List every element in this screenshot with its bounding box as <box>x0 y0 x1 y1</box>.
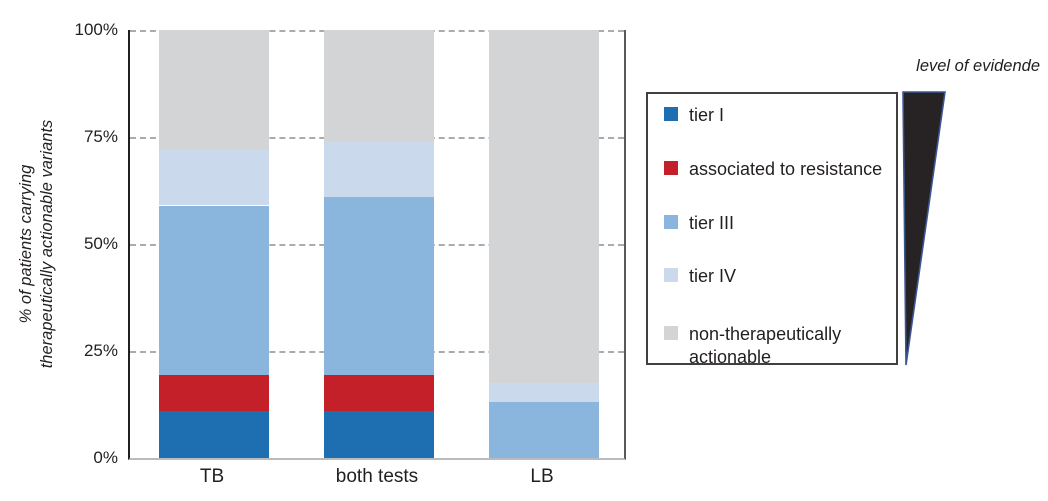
level-of-evidence-triangle-icon <box>902 91 946 366</box>
x-axis-label-TB: TB <box>199 466 225 487</box>
bar-segment-tier-IV <box>489 383 599 403</box>
y-axis-title-line1: % of patients carrying <box>17 164 35 324</box>
y-axis-title-line2: therapeutically actionable variants <box>38 119 56 369</box>
legend-item-non-therapeutically-actionable: non-therapeutically actionable <box>664 323 889 369</box>
bar-segment-associated-to-resistance <box>159 374 269 411</box>
bar-LB <box>489 30 599 458</box>
bar-segment-tier-III <box>324 196 434 375</box>
legend-item-tier-III: tier III <box>664 212 889 235</box>
bar-segment-tier-I <box>159 410 269 458</box>
evidence-label: level of evidende <box>916 57 1040 75</box>
bar-segment-tier-IV <box>159 149 269 206</box>
plot-area <box>128 30 626 460</box>
bar-TB <box>159 30 269 458</box>
legend-label: tier I <box>689 105 725 125</box>
bar-segment-non-therapeutically-actionable <box>324 30 434 142</box>
legend-label: associated to resistance <box>689 159 883 179</box>
bar-segment-non-therapeutically-actionable <box>159 30 269 150</box>
legend-swatch-icon <box>664 107 678 121</box>
bar-both-tests <box>324 30 434 458</box>
legend-swatch-icon <box>664 268 678 282</box>
x-axis-label-LB: LB <box>530 466 554 487</box>
y-tick-50: 50% <box>83 234 118 253</box>
legend-item-associated-to-resistance: associated to resistance <box>664 158 889 181</box>
legend-swatch-icon <box>664 326 678 340</box>
legend-item-tier-IV: tier IV <box>664 265 889 288</box>
legend-item-tier-I: tier I <box>664 104 889 127</box>
legend-box: tier I associated to resistance tier III ti… <box>646 92 898 367</box>
bar-segment-tier-IV <box>324 141 434 197</box>
bar-segment-tier-I <box>324 410 434 458</box>
y-tick-25: 25% <box>83 341 118 360</box>
legend-label: tier IV <box>689 266 737 286</box>
x-axis-label-both-tests: both tests <box>335 466 419 487</box>
bar-segment-tier-III <box>489 402 599 458</box>
y-tick-0: 0% <box>93 448 118 467</box>
legend-swatch-icon <box>664 161 678 175</box>
bar-segment-non-therapeutically-actionable <box>489 30 599 384</box>
y-axis-title-text: % of patients carrying therapeutically ac… <box>16 120 58 369</box>
legend-swatch-icon <box>664 215 678 229</box>
bar-segment-tier-III <box>159 205 269 375</box>
y-tick-75: 75% <box>83 127 118 146</box>
bar-segment-associated-to-resistance <box>324 374 434 411</box>
legend-label: non-therapeutically actionable <box>689 324 842 367</box>
y-tick-100: 100% <box>74 20 118 39</box>
legend-label: tier III <box>689 213 735 233</box>
